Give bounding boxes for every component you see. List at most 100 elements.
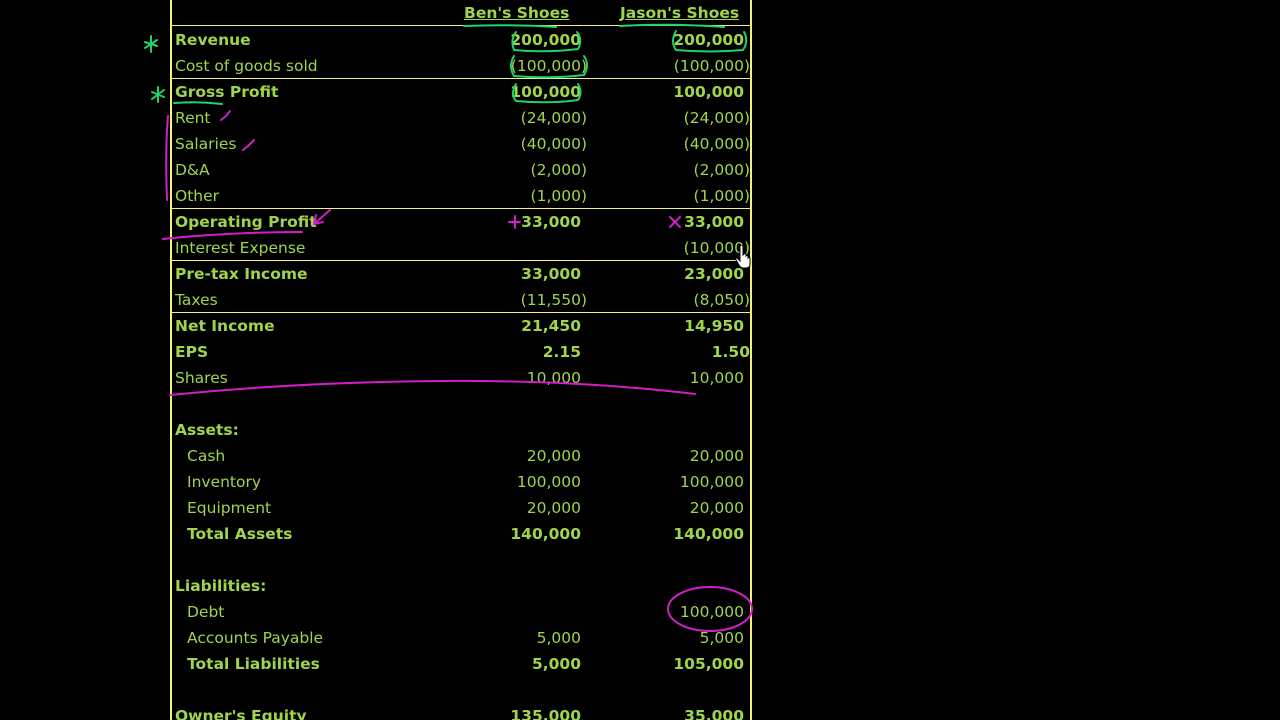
divider — [172, 312, 750, 313]
row-label: EPS — [175, 343, 209, 361]
bracket-line-expenses — [165, 115, 169, 201]
divider — [172, 260, 750, 261]
value-bens: 33,000 — [521, 213, 581, 231]
value-jasons: (10,000) — [683, 239, 750, 257]
value-jasons: (8,050) — [693, 291, 750, 309]
section-heading: Assets: — [175, 421, 239, 439]
value-jasons: (40,000) — [683, 135, 750, 153]
value-jasons: 100,000 — [679, 603, 744, 621]
row-label: Taxes — [175, 291, 218, 309]
value-bens: 33,000 — [521, 265, 581, 283]
table-row-rent: Rent (24,000) (24,000) — [172, 105, 752, 131]
row-label: Salaries — [175, 135, 237, 153]
table-row-da: D&A (2,000) (2,000) — [172, 157, 752, 183]
table-row-interest-expense: Interest Expense (10,000) — [172, 235, 752, 261]
value-bens: (40,000) — [520, 135, 587, 153]
row-label: Cost of goods sold — [175, 57, 318, 75]
row-label: Interest Expense — [175, 239, 306, 257]
table-row-pretax-income: Pre-tax Income 33,000 23,000 — [172, 261, 752, 287]
table-row-taxes: Taxes (11,550) (8,050) — [172, 287, 752, 313]
row-label: Revenue — [175, 31, 251, 49]
value-bens: 2.15 — [542, 343, 581, 361]
value-bens: (24,000) — [520, 109, 587, 127]
value-bens: 20,000 — [526, 499, 581, 517]
table-row-operating-profit: Operating Profit 33,000 33,000 — [172, 209, 752, 235]
value-jasons: 1.50 — [711, 343, 750, 361]
row-label: Net Income — [175, 317, 275, 335]
value-jasons: 10,000 — [689, 369, 744, 387]
table-row-cogs: Cost of goods sold (100,000) (100,000) — [172, 53, 752, 79]
value-jasons: 20,000 — [689, 447, 744, 465]
table-row-total-assets: Total Assets 140,000 140,000 — [172, 521, 752, 547]
value-jasons: 5,000 — [699, 629, 744, 647]
table-row-equipment: Equipment 20,000 20,000 — [172, 495, 752, 521]
row-label: Equipment — [187, 499, 272, 517]
value-jasons: (100,000) — [673, 57, 750, 75]
value-bens: 5,000 — [531, 655, 581, 673]
value-bens: 21,450 — [521, 317, 581, 335]
table-row-shares: Shares 10,000 10,000 — [172, 365, 752, 391]
value-bens: (2,000) — [530, 161, 587, 179]
asterisk-icon — [151, 86, 165, 103]
row-label: D&A — [175, 161, 210, 179]
section-heading: Liabilities: — [175, 577, 267, 595]
row-label: Pre-tax Income — [175, 265, 308, 283]
row-label: Accounts Payable — [187, 629, 324, 647]
value-jasons: 35,000 — [684, 707, 744, 720]
table-row-liabilities-heading: Liabilities: — [172, 573, 752, 599]
value-bens: 10,000 — [526, 369, 581, 387]
table-row-inventory: Inventory 100,000 100,000 — [172, 469, 752, 495]
row-label: Gross Profit — [175, 83, 279, 101]
table-row-cash: Cash 20,000 20,000 — [172, 443, 752, 469]
table-row-accounts-payable: Accounts Payable 5,000 5,000 — [172, 625, 752, 651]
value-jasons: 100,000 — [673, 83, 744, 101]
table-row-debt: Debt 100,000 — [172, 599, 752, 625]
divider — [172, 208, 750, 209]
row-label: Total Assets — [187, 525, 293, 543]
value-jasons: 20,000 — [689, 499, 744, 517]
asterisk-icon — [144, 35, 158, 53]
column-header-row: Ben's Shoes Jason's Shoes — [172, 0, 752, 26]
value-bens: 200,000 — [510, 31, 581, 49]
row-label: Operating Profit — [175, 213, 317, 231]
row-label: Inventory — [187, 473, 262, 491]
table-row-other: Other (1,000) (1,000) — [172, 183, 752, 209]
value-bens: (100,000) — [510, 57, 587, 75]
column-header-bens-shoes: Ben's Shoes — [464, 4, 570, 22]
value-jasons: (1,000) — [693, 187, 750, 205]
row-label: Cash — [187, 447, 226, 465]
table-row-assets-heading: Assets: — [172, 417, 752, 443]
row-label: Owner's Equity — [175, 707, 307, 720]
value-jasons: 100,000 — [679, 473, 744, 491]
table-row-gross-profit: Gross Profit 100,000 100,000 — [172, 79, 752, 105]
value-jasons: 14,950 — [684, 317, 744, 335]
divider — [172, 25, 750, 26]
value-jasons: (24,000) — [683, 109, 750, 127]
table-row-revenue: Revenue 200,000 200,000 — [172, 27, 752, 53]
row-label: Debt — [187, 603, 225, 621]
value-bens: (11,550) — [520, 291, 587, 309]
table-row-eps: EPS 2.15 1.50 — [172, 339, 752, 365]
row-label: Rent — [175, 109, 211, 127]
spreadsheet: Ben's Shoes Jason's Shoes Revenue 200,00… — [170, 0, 752, 720]
value-jasons: 33,000 — [684, 213, 744, 231]
value-bens: 100,000 — [516, 473, 581, 491]
table-row-owners-equity: Owner's Equity 135,000 35,000 — [172, 703, 752, 720]
column-header-jasons-shoes: Jason's Shoes — [620, 4, 740, 22]
table-row-net-income: Net Income 21,450 14,950 — [172, 313, 752, 339]
value-bens: 5,000 — [536, 629, 581, 647]
value-jasons: 23,000 — [684, 265, 744, 283]
divider — [172, 78, 750, 79]
value-bens: 135,000 — [510, 707, 581, 720]
value-bens: (1,000) — [530, 187, 587, 205]
table-row-total-liabilities: Total Liabilities 5,000 105,000 — [172, 651, 752, 677]
value-bens: 100,000 — [510, 83, 581, 101]
row-label: Shares — [175, 369, 228, 387]
row-label: Total Liabilities — [187, 655, 320, 673]
value-jasons: 200,000 — [673, 31, 744, 49]
table-row-salaries: Salaries (40,000) (40,000) — [172, 131, 752, 157]
value-bens: 140,000 — [510, 525, 581, 543]
hand-cursor-icon — [735, 245, 751, 269]
value-jasons: 140,000 — [673, 525, 744, 543]
value-jasons: 105,000 — [673, 655, 744, 673]
